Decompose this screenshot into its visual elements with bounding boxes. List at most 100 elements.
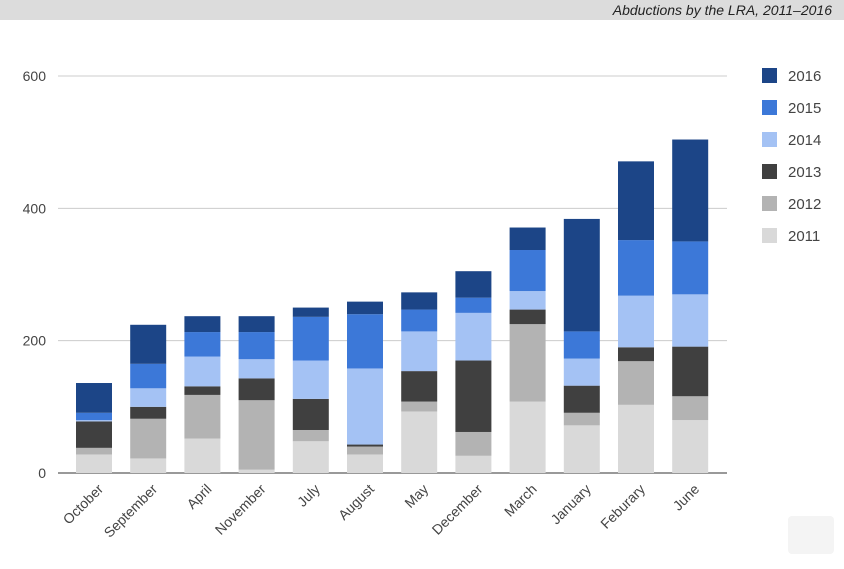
x-tick-label: September bbox=[101, 481, 161, 541]
bar-segment-2015 bbox=[618, 240, 654, 296]
watermark-box bbox=[788, 516, 834, 554]
legend-swatch-2013 bbox=[762, 164, 777, 179]
legend-swatch-2014 bbox=[762, 132, 777, 147]
bar-segment-2012 bbox=[509, 324, 546, 402]
x-tick-label: December bbox=[429, 481, 486, 538]
legend-label: 2015 bbox=[788, 100, 821, 117]
bar-segment-2015 bbox=[455, 297, 492, 313]
legend-swatch-2016 bbox=[762, 68, 777, 83]
x-tick-label: Feburary bbox=[597, 481, 648, 532]
bar-segment-2014 bbox=[184, 356, 221, 387]
bar-segment-2012 bbox=[130, 418, 167, 459]
bar-segment-2014 bbox=[509, 291, 546, 310]
bar-segment-2013 bbox=[455, 360, 492, 432]
bar-segment-2016 bbox=[76, 383, 112, 413]
legend-swatch-2012 bbox=[762, 196, 777, 211]
bar-segment-2012 bbox=[672, 396, 709, 421]
bar-segment-2016 bbox=[563, 218, 600, 332]
bar-segment-2014 bbox=[401, 331, 438, 372]
bar-segment-2014 bbox=[347, 368, 383, 445]
bar-segment-2016 bbox=[130, 324, 167, 364]
bar-segment-2011 bbox=[509, 401, 546, 473]
bar-segment-2016 bbox=[184, 316, 221, 333]
bar-segment-2016 bbox=[347, 301, 383, 315]
bar-segment-2014 bbox=[618, 295, 654, 348]
bar-segment-2013 bbox=[672, 346, 709, 397]
bar-segment-2013 bbox=[76, 421, 112, 448]
x-tick-label: May bbox=[401, 481, 431, 511]
bar-segment-2016 bbox=[401, 292, 438, 310]
bar-segment-2014 bbox=[563, 358, 600, 386]
bar-segment-2014 bbox=[130, 388, 167, 407]
y-tick-label: 400 bbox=[23, 200, 47, 216]
bar-segment-2015 bbox=[563, 331, 600, 359]
y-tick-label: 600 bbox=[23, 68, 47, 84]
bar-segment-2011 bbox=[130, 458, 167, 473]
x-tick-label: October bbox=[60, 481, 107, 528]
bar-segment-2012 bbox=[618, 361, 654, 405]
bar-segment-2014 bbox=[672, 294, 709, 347]
bar-segment-2015 bbox=[76, 412, 112, 421]
legend-swatch-2011 bbox=[762, 228, 777, 243]
bar-segment-2012 bbox=[238, 400, 275, 470]
chart-title-bar: Abductions by the LRA, 2011–2016 bbox=[0, 0, 844, 20]
bar-segment-2014 bbox=[292, 360, 329, 399]
x-tick-label: June bbox=[670, 481, 703, 514]
x-tick-label: July bbox=[294, 481, 323, 510]
bar-segment-2016 bbox=[238, 316, 275, 333]
bar-segment-2011 bbox=[76, 454, 112, 473]
bar-segment-2011 bbox=[238, 469, 275, 473]
bar-segment-2015 bbox=[672, 241, 709, 295]
bar-segment-2015 bbox=[292, 316, 329, 361]
bar-segment-2012 bbox=[347, 446, 383, 455]
chart-title: Abductions by the LRA, 2011–2016 bbox=[612, 2, 832, 18]
bar-segment-2016 bbox=[509, 227, 546, 251]
bar-segment-2011 bbox=[401, 411, 438, 473]
bar-segment-2011 bbox=[347, 454, 383, 473]
bar-segment-2013 bbox=[184, 386, 221, 395]
bar-segment-2012 bbox=[455, 431, 492, 456]
bar-segment-2016 bbox=[292, 307, 329, 317]
bar-segment-2016 bbox=[618, 161, 654, 241]
bar-segment-2015 bbox=[509, 250, 546, 292]
bar-segment-2014 bbox=[76, 420, 112, 422]
x-tick-label: November bbox=[212, 481, 269, 538]
legend-label: 2016 bbox=[788, 68, 821, 85]
bar-segment-2015 bbox=[238, 332, 275, 360]
legend-swatch-2015 bbox=[762, 100, 777, 115]
bar-segment-2015 bbox=[347, 314, 383, 369]
y-tick-label: 0 bbox=[38, 465, 46, 481]
bar-segment-2011 bbox=[184, 438, 221, 473]
bar-segment-2011 bbox=[672, 420, 709, 473]
bar-segment-2015 bbox=[184, 332, 221, 357]
bar-segment-2015 bbox=[401, 309, 438, 332]
bar-segment-2011 bbox=[292, 441, 329, 473]
bar-segment-2012 bbox=[292, 429, 329, 442]
bar-segment-2011 bbox=[455, 455, 492, 473]
x-tick-label: August bbox=[335, 481, 377, 523]
legend-label: 2012 bbox=[788, 196, 821, 213]
bar-segment-2013 bbox=[618, 347, 654, 362]
bar-segment-2014 bbox=[455, 312, 492, 361]
bar-segment-2016 bbox=[455, 271, 492, 298]
bar-segment-2012 bbox=[76, 447, 112, 455]
legend-label: 2014 bbox=[788, 132, 821, 149]
bar-segment-2013 bbox=[563, 385, 600, 413]
bar-segment-2013 bbox=[509, 309, 546, 325]
x-tick-label: January bbox=[547, 481, 594, 528]
bar-segment-2013 bbox=[347, 444, 383, 447]
bar-segment-2013 bbox=[292, 398, 329, 430]
bar-segment-2012 bbox=[184, 394, 221, 439]
bar-segment-2012 bbox=[401, 401, 438, 412]
bar-segment-2013 bbox=[401, 371, 438, 402]
bar-segment-2013 bbox=[130, 406, 167, 419]
bar-segment-2012 bbox=[563, 412, 600, 426]
bar-segment-2011 bbox=[618, 404, 654, 473]
x-tick-label: April bbox=[183, 481, 214, 512]
bar-segment-2013 bbox=[238, 378, 275, 401]
x-tick-label: March bbox=[501, 481, 540, 520]
legend-label: 2013 bbox=[788, 164, 821, 181]
bar-segment-2016 bbox=[672, 139, 709, 242]
legend-label: 2011 bbox=[788, 228, 820, 245]
